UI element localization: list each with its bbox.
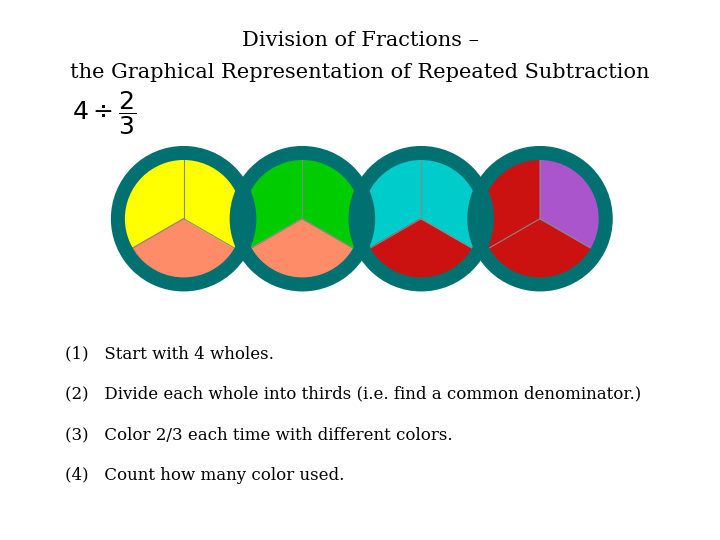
Text: (3)   Color 2/3 each time with different colors.: (3) Color 2/3 each time with different c… [65,426,452,443]
Polygon shape [246,219,359,284]
Text: (2)   Divide each whole into thirds (i.e. find a common denominator.): (2) Divide each whole into thirds (i.e. … [65,386,641,403]
Text: Division of Fractions –: Division of Fractions – [241,31,479,50]
Polygon shape [184,154,248,251]
Text: $4 \div \dfrac{2}{3}$: $4 \div \dfrac{2}{3}$ [72,90,137,137]
Circle shape [113,148,254,289]
Circle shape [232,148,373,289]
Circle shape [469,148,611,289]
Polygon shape [302,154,367,251]
Circle shape [351,148,492,289]
Polygon shape [475,154,540,251]
Polygon shape [540,154,605,251]
Text: (4)   Count how many color used.: (4) Count how many color used. [65,467,344,484]
Polygon shape [365,219,477,284]
Polygon shape [238,154,302,251]
Polygon shape [356,154,421,251]
Text: (1)   Start with 4 wholes.: (1) Start with 4 wholes. [65,345,274,362]
Polygon shape [119,154,184,251]
Text: the Graphical Representation of Repeated Subtraction: the Graphical Representation of Repeated… [71,63,649,83]
Polygon shape [484,219,596,284]
Polygon shape [421,154,486,251]
Polygon shape [127,219,240,284]
